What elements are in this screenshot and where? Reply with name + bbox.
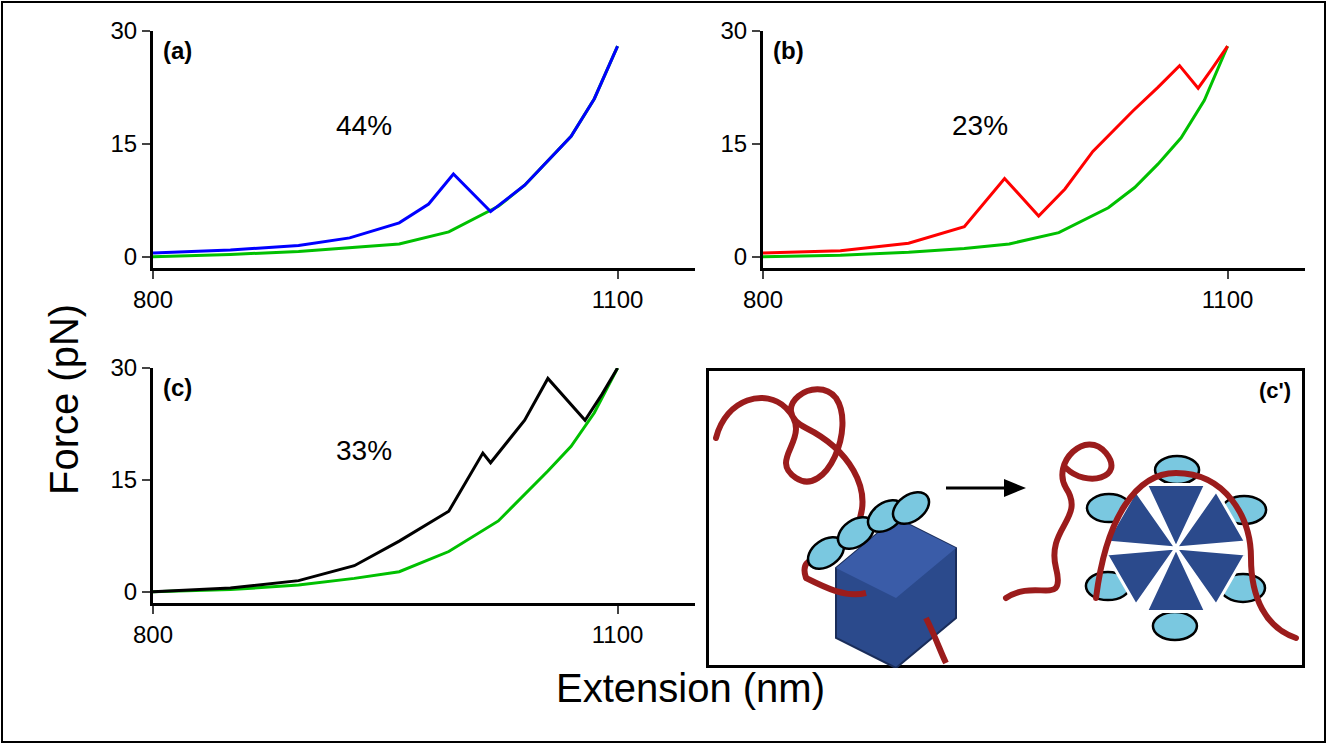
svg-text:Extension (nm): Extension (nm) [556,666,825,710]
svg-text:0: 0 [734,243,747,270]
svg-text:15: 15 [720,130,747,157]
svg-text:800: 800 [133,621,173,648]
svg-text:(b): (b) [773,37,804,64]
svg-text:800: 800 [133,286,173,313]
svg-text:30: 30 [110,354,137,381]
svg-text:23%: 23% [952,110,1008,141]
svg-text:1100: 1100 [1202,286,1254,313]
svg-text:0: 0 [124,243,137,270]
svg-text:15: 15 [110,466,137,493]
svg-text:1100: 1100 [592,286,644,313]
svg-text:33%: 33% [336,435,392,466]
svg-text:15: 15 [110,130,137,157]
svg-text:(a): (a) [163,37,192,64]
svg-text:(c): (c) [163,374,192,401]
svg-text:44%: 44% [336,110,392,141]
svg-text:0: 0 [124,578,137,605]
svg-text:30: 30 [720,17,747,44]
svg-text:1100: 1100 [592,621,644,648]
svg-text:800: 800 [743,286,783,313]
svg-text:30: 30 [110,17,137,44]
svg-text:Force (pN): Force (pN) [42,304,86,495]
svg-text:(c'): (c') [1259,378,1291,403]
